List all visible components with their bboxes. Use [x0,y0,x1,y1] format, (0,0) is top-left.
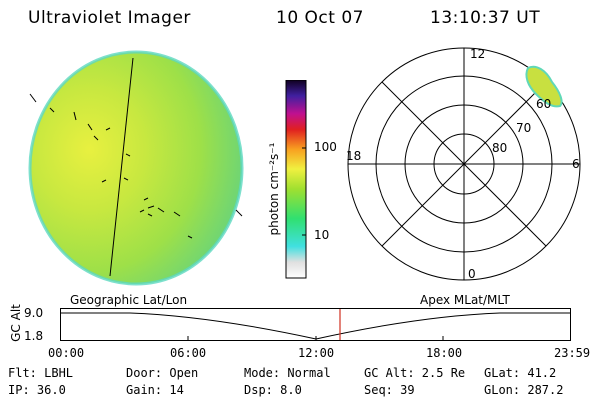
colorbar-label: photon cm⁻²s⁻¹ [267,142,281,236]
label-12: 12 [470,47,485,61]
status-ip: IP: 36.0 [8,383,66,397]
earth-disk [30,52,242,284]
status-door: Door: Open [126,366,199,380]
time-tick-1: 06:00 [170,346,207,360]
label-60: 60 [536,97,551,111]
timeline-right-title: Apex MLat/MLT [420,293,510,307]
time-tick-0: 00:00 [48,346,85,360]
timeline-ymax: 9.0 [24,306,44,320]
label-0: 0 [468,267,476,281]
colorbar-tick-10: 10 [314,228,330,242]
time-tick-2: 12:00 [298,346,335,360]
time-label: 13:10:37 UT [430,8,541,28]
status-flt: Flt: LBHL [8,366,74,380]
aurora-patch [525,65,563,108]
status-glat: GLat: 41.2 [484,366,557,380]
status-gcalt: GC Alt: 2.5 Re [364,366,466,380]
label-18: 18 [346,149,361,163]
label-70: 70 [516,121,531,135]
status-glon: GLon: 287.2 [484,383,564,397]
colorbar [285,80,307,279]
timeline-left-title: Geographic Lat/Lon [70,293,188,307]
date-label: 10 Oct 07 [276,8,364,28]
status-mode: Mode: Normal [244,366,331,380]
diag-2 [381,81,547,247]
label-80: 80 [492,141,507,155]
coastline-ticks [29,93,243,239]
status-gain: Gain: 14 [126,383,184,397]
instrument-title: Ultraviolet Imager [28,8,191,28]
status-dsp: Dsp: 8.0 [244,383,302,397]
timeline-axis-label: GC Alt [9,304,23,342]
label-6: 6 [572,157,580,171]
polar-plot: 12 0 18 6 60 70 80 [346,47,581,281]
timeline-plot [60,308,571,341]
geographic-image [28,50,244,286]
time-tick-4: 23:59 [554,346,591,360]
timeline-ymin: 1.8 [24,329,44,343]
time-tick-3: 18:00 [426,346,463,360]
meridian-line [109,57,134,277]
status-seq: Seq: 39 [364,383,415,397]
disk-limb [28,50,244,286]
colorbar-tick-100: 100 [314,140,337,154]
